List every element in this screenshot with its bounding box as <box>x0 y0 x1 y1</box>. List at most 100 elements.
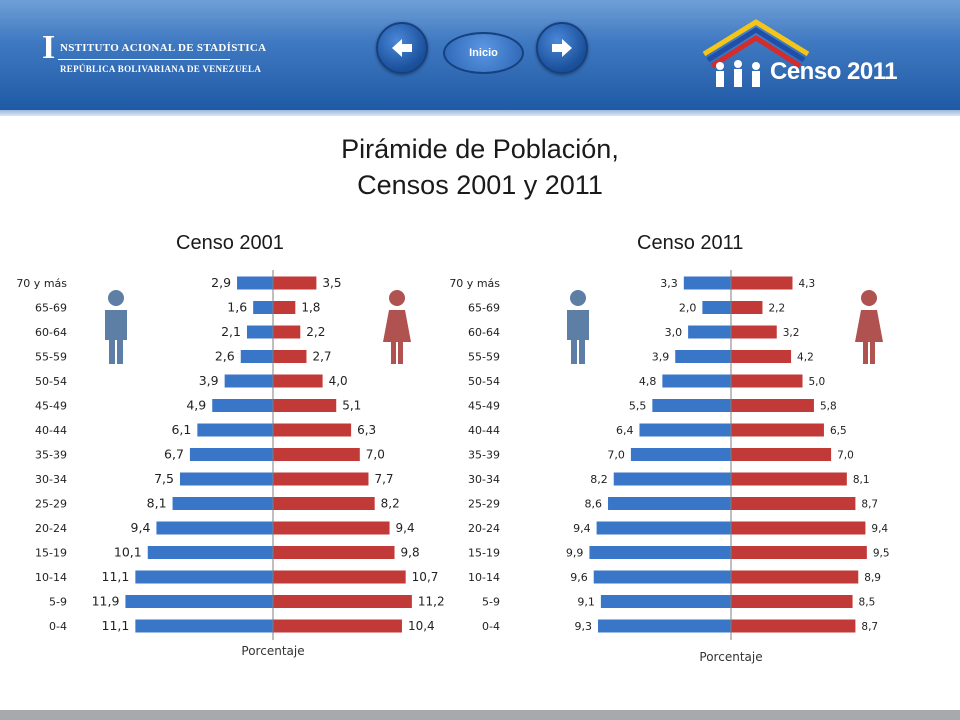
male-person-icon <box>105 290 127 364</box>
logo-mark: I <box>42 29 56 66</box>
female-bar <box>731 399 814 412</box>
male-bar <box>246 325 273 339</box>
slide-title-line1: Pirámide de Población, <box>341 134 619 164</box>
male-bar <box>156 521 273 535</box>
category-label: 5-9 <box>49 596 67 609</box>
male-data-label: 3,9 <box>652 351 670 364</box>
male-data-label: 8,2 <box>590 473 608 486</box>
male-data-label: 3,3 <box>660 277 678 290</box>
female-bar <box>273 595 412 608</box>
category-label: 30-34 <box>35 473 67 486</box>
male-data-label: 9,4 <box>573 522 591 535</box>
male-bar <box>600 595 731 608</box>
male-bar <box>683 276 731 290</box>
female-data-label: 7,0 <box>837 450 854 462</box>
female-data-label: 7,0 <box>366 448 385 462</box>
male-data-label: 2,6 <box>215 349 235 364</box>
female-data-label: 8,7 <box>861 621 878 633</box>
male-data-label: 9,6 <box>570 571 588 584</box>
category-label: 60-64 <box>468 326 500 339</box>
female-data-label: 2,2 <box>768 303 785 315</box>
male-bar <box>135 570 273 584</box>
x-axis-label: Porcentaje <box>699 650 762 664</box>
male-bar <box>639 423 731 437</box>
male-bar <box>596 521 731 535</box>
male-bar <box>197 423 273 437</box>
female-data-label: 8,7 <box>861 499 878 511</box>
female-bar <box>273 325 301 339</box>
male-bar <box>172 497 273 510</box>
category-label: 25-29 <box>468 498 500 511</box>
male-data-label: 5,5 <box>629 400 647 413</box>
male-data-label: 9,3 <box>575 620 593 633</box>
male-bar <box>125 595 273 608</box>
category-label: 10-14 <box>35 571 67 584</box>
female-bar <box>273 497 375 510</box>
female-bar <box>731 619 856 633</box>
female-data-label: 9,4 <box>396 521 415 535</box>
female-data-label: 4,3 <box>798 278 815 290</box>
female-data-label: 5,8 <box>820 401 837 413</box>
female-data-label: 8,2 <box>381 497 400 511</box>
category-label: 0-4 <box>49 620 67 633</box>
female-data-label: 8,9 <box>864 572 881 584</box>
male-data-label: 8,1 <box>147 496 167 511</box>
female-bar <box>731 301 763 314</box>
category-label: 25-29 <box>35 498 67 511</box>
chart-subtitle-2011: Censo 2011 <box>637 232 744 254</box>
female-data-label: 8,5 <box>859 597 876 609</box>
male-bar <box>598 619 731 633</box>
female-data-label: 4,0 <box>329 374 348 388</box>
logo-rule <box>58 59 230 60</box>
male-bar <box>135 619 273 633</box>
inicio-button[interactable]: Inicio <box>443 32 524 74</box>
female-bar <box>273 399 337 412</box>
header-divider <box>0 110 960 116</box>
female-bar <box>731 448 832 461</box>
censo-2011-logo <box>696 14 902 102</box>
x-axis-label: Porcentaje <box>241 644 304 658</box>
logo-line1: NSTITUTO ACIONAL DE STADÍSTICA <box>60 42 267 54</box>
female-data-label: 5,0 <box>809 376 826 388</box>
male-bar <box>675 350 731 363</box>
category-label: 15-19 <box>35 547 67 560</box>
arrow-right-icon <box>552 39 572 57</box>
category-label: 55-59 <box>35 351 67 364</box>
male-data-label: 6,4 <box>616 424 634 437</box>
male-data-label: 11,9 <box>92 594 120 609</box>
male-bar <box>253 301 273 314</box>
next-button[interactable] <box>536 22 588 74</box>
category-label: 35-39 <box>35 449 67 462</box>
female-bar <box>731 497 856 510</box>
male-data-label: 9,4 <box>131 520 151 535</box>
female-data-label: 8,1 <box>853 474 870 486</box>
female-bar <box>731 423 824 437</box>
female-bar <box>273 423 352 437</box>
female-bar <box>731 521 866 535</box>
male-data-label: 10,1 <box>114 545 142 560</box>
female-data-label: 5,1 <box>342 399 361 413</box>
category-label: 60-64 <box>35 326 67 339</box>
male-bar <box>613 472 731 486</box>
female-bar <box>273 374 323 388</box>
logo-line2: REPÚBLICA BOLIVARIANA DE VENEZUELA <box>60 64 262 74</box>
male-bar <box>593 570 731 584</box>
male-data-label: 3,0 <box>665 326 683 339</box>
male-bar <box>212 399 273 412</box>
male-data-label: 6,7 <box>164 447 184 462</box>
prev-button[interactable] <box>376 22 428 74</box>
male-data-label: 7,0 <box>607 449 625 462</box>
female-bar <box>273 521 390 535</box>
female-data-label: 9,5 <box>873 548 890 560</box>
female-data-label: 2,2 <box>306 325 325 339</box>
female-data-label: 9,8 <box>401 546 420 560</box>
male-data-label: 3,9 <box>199 373 219 388</box>
censo-logo-text: Censo 2011 <box>770 58 898 85</box>
male-data-label: 11,1 <box>102 618 130 633</box>
female-bar <box>731 350 792 363</box>
category-label: 65-69 <box>35 302 67 315</box>
female-data-label: 9,4 <box>871 523 888 535</box>
female-data-label: 2,7 <box>312 350 331 364</box>
category-label: 20-24 <box>35 522 67 535</box>
female-data-label: 4,2 <box>797 352 814 364</box>
